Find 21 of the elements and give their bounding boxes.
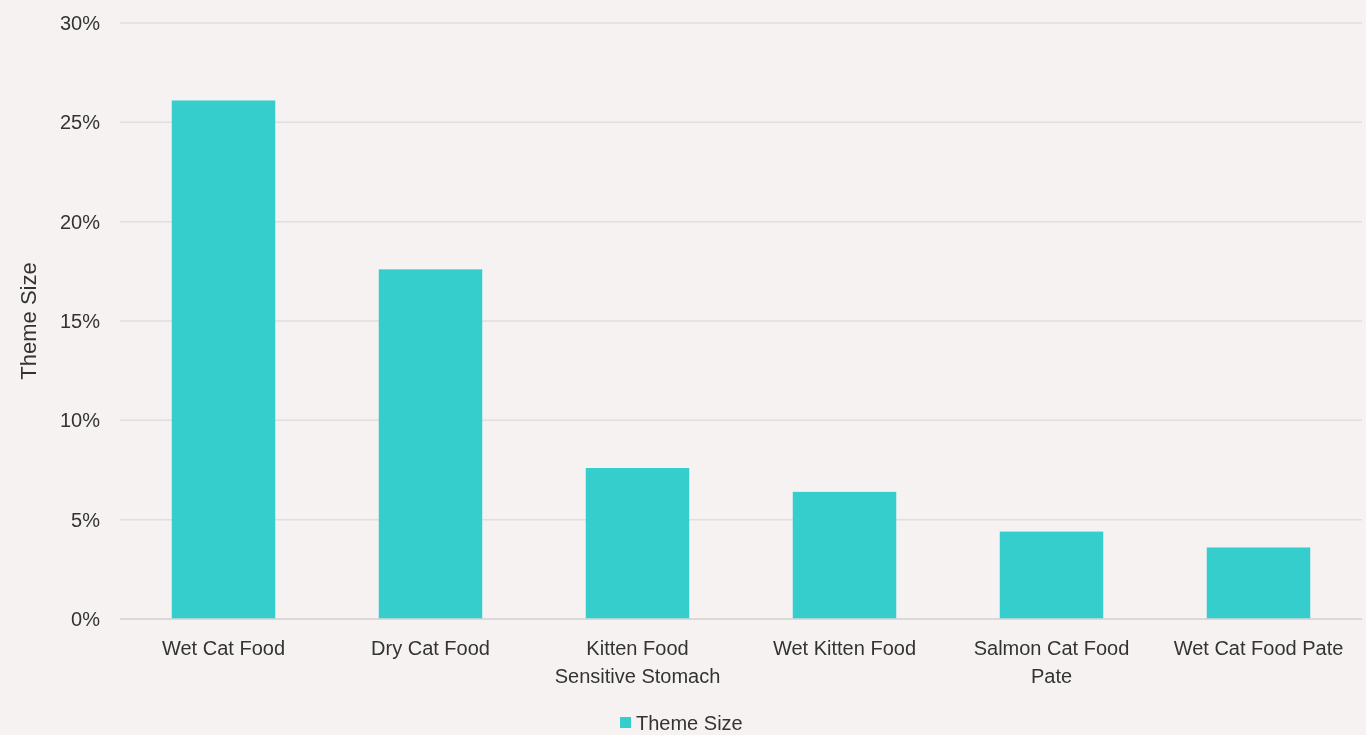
x-tick-label: Wet Kitten Food [772, 637, 917, 659]
y-tick-label: 15% [59, 310, 101, 332]
y-tick-label: 5% [71, 508, 101, 531]
bar [999, 531, 1104, 619]
y-tick-label: 0% [71, 608, 101, 630]
bar [585, 468, 690, 619]
x-tick-label: Wet Cat Food Pate [1173, 637, 1344, 659]
y-axis-title: Theme Size [16, 262, 41, 380]
y-tick-label: 20% [59, 210, 101, 233]
bar [171, 100, 276, 619]
x-tick-label: Dry Cat Food [371, 637, 490, 659]
bar [792, 491, 897, 619]
x-tick-label: Kitten Food Sensitive Stomach [554, 637, 721, 687]
x-tick-label: Wet Cat Food [161, 637, 286, 659]
y-tick-label: 30% [59, 12, 101, 34]
legend-label: Theme Size [636, 712, 743, 734]
y-tick-label: 25% [59, 111, 101, 134]
y-tick-label: 10% [59, 409, 101, 432]
bar [1206, 547, 1311, 619]
bar [378, 269, 483, 619]
x-tick-label: Salmon Cat Food Pate [973, 637, 1130, 687]
